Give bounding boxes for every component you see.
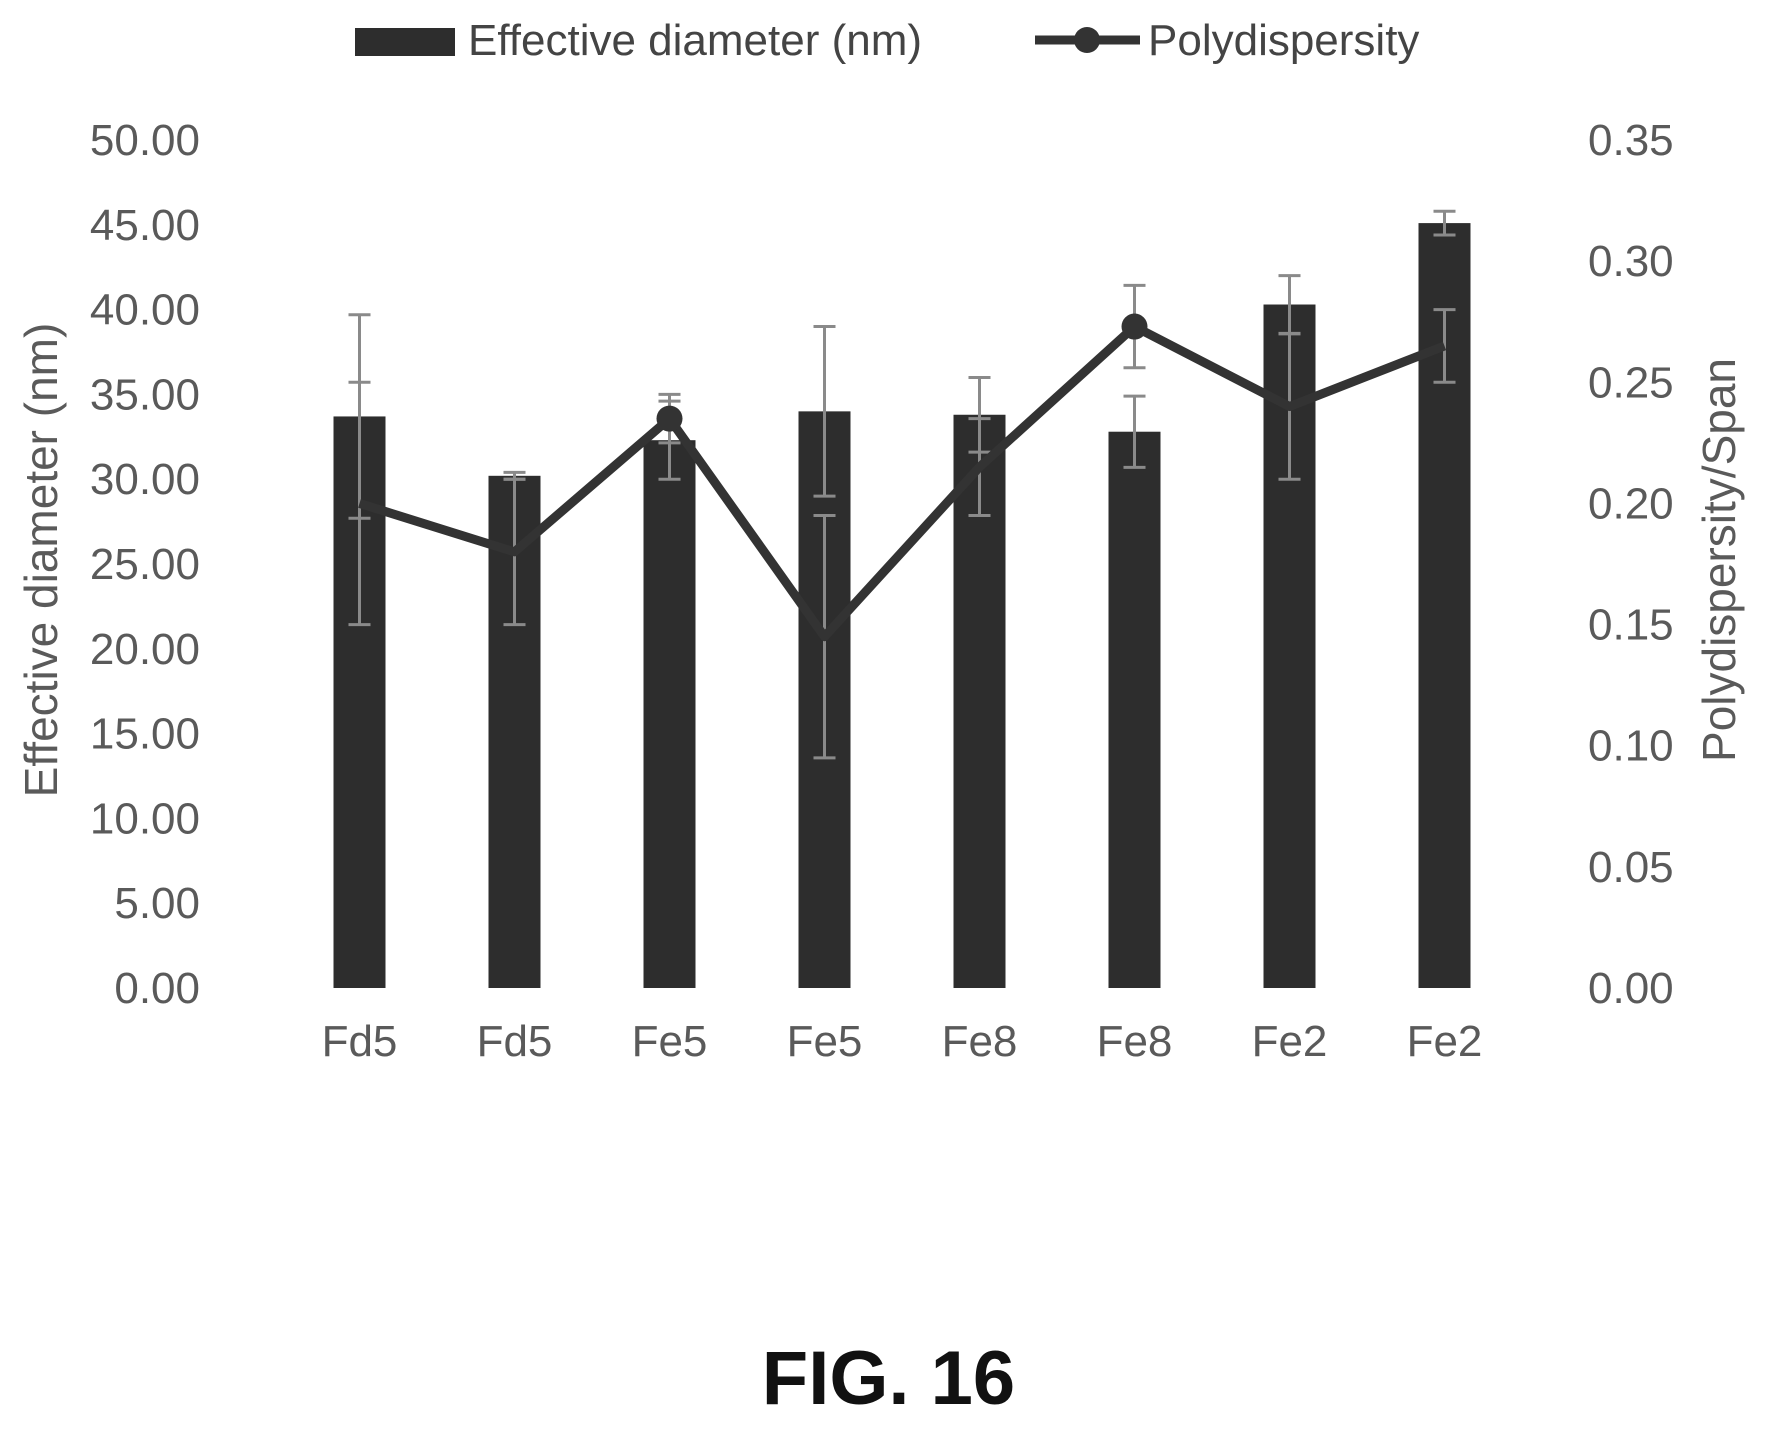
line-error-bars: [348, 283, 1456, 760]
bar-series: [333, 223, 1471, 989]
y-right-tick-label: 0.25: [1588, 358, 1674, 407]
y-left-tick-label: 15.00: [90, 710, 200, 759]
y-right-tick-label: 0.30: [1588, 237, 1674, 286]
legend-label-bar: Effective diameter (nm): [468, 16, 922, 65]
y-axis-right: 0.00 0.05 0.10 0.15 0.20 0.25 0.30 0.35: [1588, 116, 1674, 1013]
y-left-tick-label: 5.00: [114, 879, 200, 928]
x-axis: Fd5 Fd5 Fe5 Fe5 Fe8 Fe8 Fe2 Fe2: [322, 1017, 1483, 1066]
y-right-tick-label: 0.00: [1588, 964, 1674, 1013]
bar-error-bar: [1433, 209, 1456, 237]
y-left-tick-label: 25.00: [90, 540, 200, 589]
y-left-tick-label: 0.00: [114, 964, 200, 1013]
y-axis-left: 0.00 5.00 10.00 15.00 20.00 25.00 30.00 35.00 40…: [90, 116, 200, 1013]
y-axis-left-title: Effective diameter (nm): [15, 323, 67, 798]
x-tick-label: Fd5: [322, 1017, 398, 1066]
y-left-tick-label: 10.00: [90, 794, 200, 843]
y-left-tick-label: 30.00: [90, 455, 200, 504]
x-tick-label: Fe2: [1252, 1017, 1328, 1066]
y-right-tick-label: 0.35: [1588, 116, 1674, 165]
line-series: [358, 313, 1447, 642]
y-axis-right-title: Polydispersity/Span: [1693, 358, 1745, 762]
line-marker: [1121, 313, 1148, 340]
polydispersity-line: [358, 322, 1447, 642]
y-right-tick-label: 0.05: [1588, 843, 1674, 892]
bar: [1108, 431, 1161, 988]
x-tick-label: Fe5: [787, 1017, 863, 1066]
y-right-tick-label: 0.20: [1588, 479, 1674, 528]
y-right-tick-label: 0.15: [1588, 601, 1674, 650]
y-right-tick-label: 0.10: [1588, 722, 1674, 771]
y-left-tick-label: 50.00: [90, 116, 200, 165]
legend-label-line: Polydispersity: [1148, 16, 1419, 65]
line-marker: [656, 405, 683, 432]
legend-swatch-bar: [355, 28, 455, 56]
y-left-tick-label: 45.00: [90, 201, 200, 250]
bar: [643, 440, 696, 988]
y-left-tick-label: 40.00: [90, 286, 200, 335]
y-left-tick-label: 20.00: [90, 625, 200, 674]
x-tick-label: Fd5: [477, 1017, 553, 1066]
x-tick-label: Fe2: [1407, 1017, 1483, 1066]
x-tick-label: Fe8: [1097, 1017, 1173, 1066]
legend: Effective diameter (nm) Polydispersity: [355, 16, 1419, 65]
bar-error-bar: [1123, 394, 1146, 469]
legend-swatch-marker: [1074, 27, 1100, 53]
bar-error-bar: [813, 325, 836, 498]
figure-caption: FIG. 16: [761, 1336, 1016, 1421]
x-tick-label: Fe8: [942, 1017, 1018, 1066]
x-tick-label: Fe5: [632, 1017, 708, 1066]
y-left-tick-label: 35.00: [90, 370, 200, 419]
